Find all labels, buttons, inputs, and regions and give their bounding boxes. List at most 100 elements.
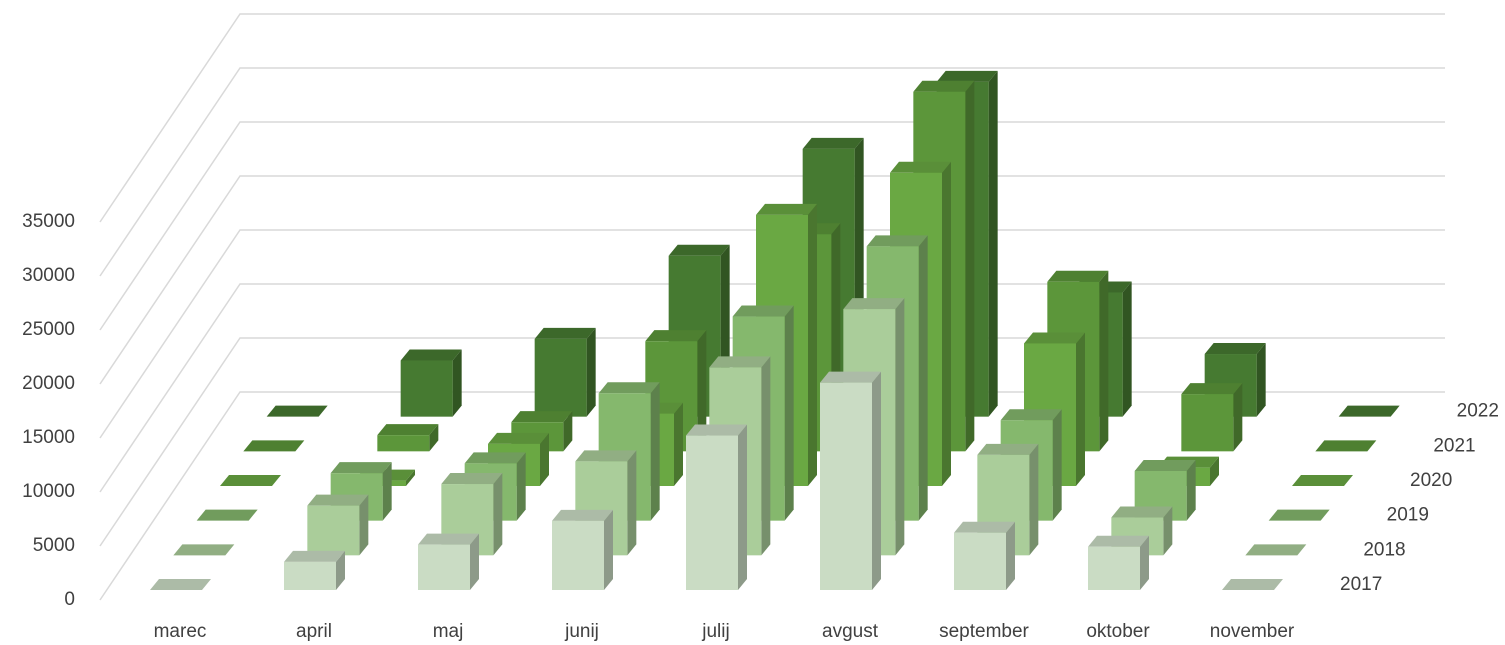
bar-front bbox=[400, 360, 453, 417]
series-label: 2018 bbox=[1363, 539, 1405, 560]
bar-side bbox=[1006, 521, 1015, 590]
bar-side bbox=[674, 402, 683, 486]
bar bbox=[1268, 509, 1330, 521]
bar bbox=[418, 533, 479, 590]
bar bbox=[534, 327, 596, 417]
x-tick-label: avgust bbox=[822, 621, 879, 642]
series-label: 2020 bbox=[1410, 470, 1452, 491]
bar-side bbox=[988, 70, 998, 417]
bar-side bbox=[406, 469, 415, 486]
bar-side bbox=[784, 305, 794, 521]
bar-side bbox=[808, 203, 817, 487]
bar-side bbox=[429, 424, 439, 452]
series-label: 2019 bbox=[1387, 505, 1429, 526]
bar-front bbox=[820, 382, 872, 590]
bar bbox=[1245, 544, 1307, 556]
y-tick-label: 5000 bbox=[33, 535, 75, 556]
bar-top bbox=[1047, 270, 1109, 282]
bar-side bbox=[470, 533, 479, 590]
bar bbox=[1181, 383, 1243, 452]
bar-top bbox=[418, 533, 479, 545]
bar-front bbox=[686, 435, 738, 590]
bar-front bbox=[1088, 546, 1140, 590]
bar bbox=[1338, 405, 1400, 417]
bar-top bbox=[1024, 332, 1085, 344]
y-tick-label: 30000 bbox=[22, 265, 75, 286]
bar-side bbox=[1256, 343, 1266, 417]
bar-side bbox=[1186, 459, 1196, 521]
bar-top bbox=[150, 579, 211, 590]
bar-top bbox=[1111, 506, 1173, 518]
bar-top bbox=[377, 424, 439, 436]
grid-line bbox=[99, 67, 1445, 277]
bar-top bbox=[890, 161, 951, 173]
x-tick-label: september bbox=[939, 621, 1029, 642]
bar-front bbox=[284, 561, 336, 590]
bar-side bbox=[918, 235, 928, 521]
bar-top bbox=[732, 305, 794, 317]
bar bbox=[377, 424, 439, 452]
bar bbox=[173, 544, 235, 556]
bar-top bbox=[284, 550, 345, 562]
bar-top bbox=[1134, 459, 1196, 471]
bar-side bbox=[1099, 270, 1109, 452]
y-tick-label: 10000 bbox=[22, 481, 75, 502]
bar-side bbox=[1163, 506, 1173, 556]
bar-side bbox=[359, 494, 369, 556]
bar bbox=[307, 494, 369, 556]
x-tick-label: april bbox=[296, 621, 332, 642]
bar-front bbox=[418, 544, 470, 590]
bar-side bbox=[1210, 456, 1219, 486]
bar-top bbox=[820, 371, 881, 383]
bar-side bbox=[942, 161, 951, 487]
bar-top bbox=[954, 521, 1015, 533]
bar bbox=[820, 371, 881, 590]
bar-side bbox=[604, 509, 613, 590]
bar-top bbox=[936, 70, 998, 82]
bar-top bbox=[1000, 409, 1062, 421]
bar-top bbox=[913, 80, 975, 92]
bar-side bbox=[1122, 281, 1132, 417]
bar-side bbox=[586, 327, 596, 417]
bar-top bbox=[173, 544, 235, 556]
bar-side bbox=[336, 550, 345, 590]
bar bbox=[1315, 440, 1377, 452]
bar-side bbox=[1076, 332, 1085, 486]
bar bbox=[150, 579, 211, 590]
bar-side bbox=[382, 462, 392, 521]
bar-side bbox=[493, 473, 503, 556]
bar-top bbox=[1292, 475, 1353, 486]
bar-side bbox=[1140, 535, 1149, 590]
bar-side bbox=[1052, 409, 1062, 521]
x-tick-label: marec bbox=[154, 621, 207, 642]
bar bbox=[196, 509, 258, 521]
bar-top bbox=[307, 494, 369, 506]
bar bbox=[954, 521, 1015, 590]
y-tick-label: 0 bbox=[64, 589, 75, 610]
bar-side bbox=[1029, 443, 1039, 556]
y-tick-label: 25000 bbox=[22, 319, 75, 340]
bar-side bbox=[761, 356, 771, 556]
bar-top bbox=[1338, 405, 1400, 417]
bar-side bbox=[540, 432, 549, 486]
series-label: 2022 bbox=[1457, 401, 1499, 422]
grid-line bbox=[99, 13, 1445, 223]
bar-top bbox=[1204, 343, 1266, 355]
grid-line bbox=[99, 175, 1445, 385]
bar-top bbox=[598, 382, 660, 394]
x-tick-label: junij bbox=[564, 621, 599, 642]
bar-top bbox=[266, 405, 328, 417]
bar-top bbox=[488, 432, 549, 444]
bar-side bbox=[738, 424, 747, 590]
bar-top bbox=[1222, 579, 1283, 590]
series-label: 2017 bbox=[1340, 574, 1382, 595]
bar-front bbox=[377, 435, 430, 452]
bar-side bbox=[452, 349, 462, 417]
bar-top bbox=[843, 298, 905, 310]
bar bbox=[266, 405, 328, 417]
bar-side bbox=[697, 330, 707, 452]
bar-top bbox=[464, 452, 526, 464]
bar bbox=[1292, 475, 1353, 486]
